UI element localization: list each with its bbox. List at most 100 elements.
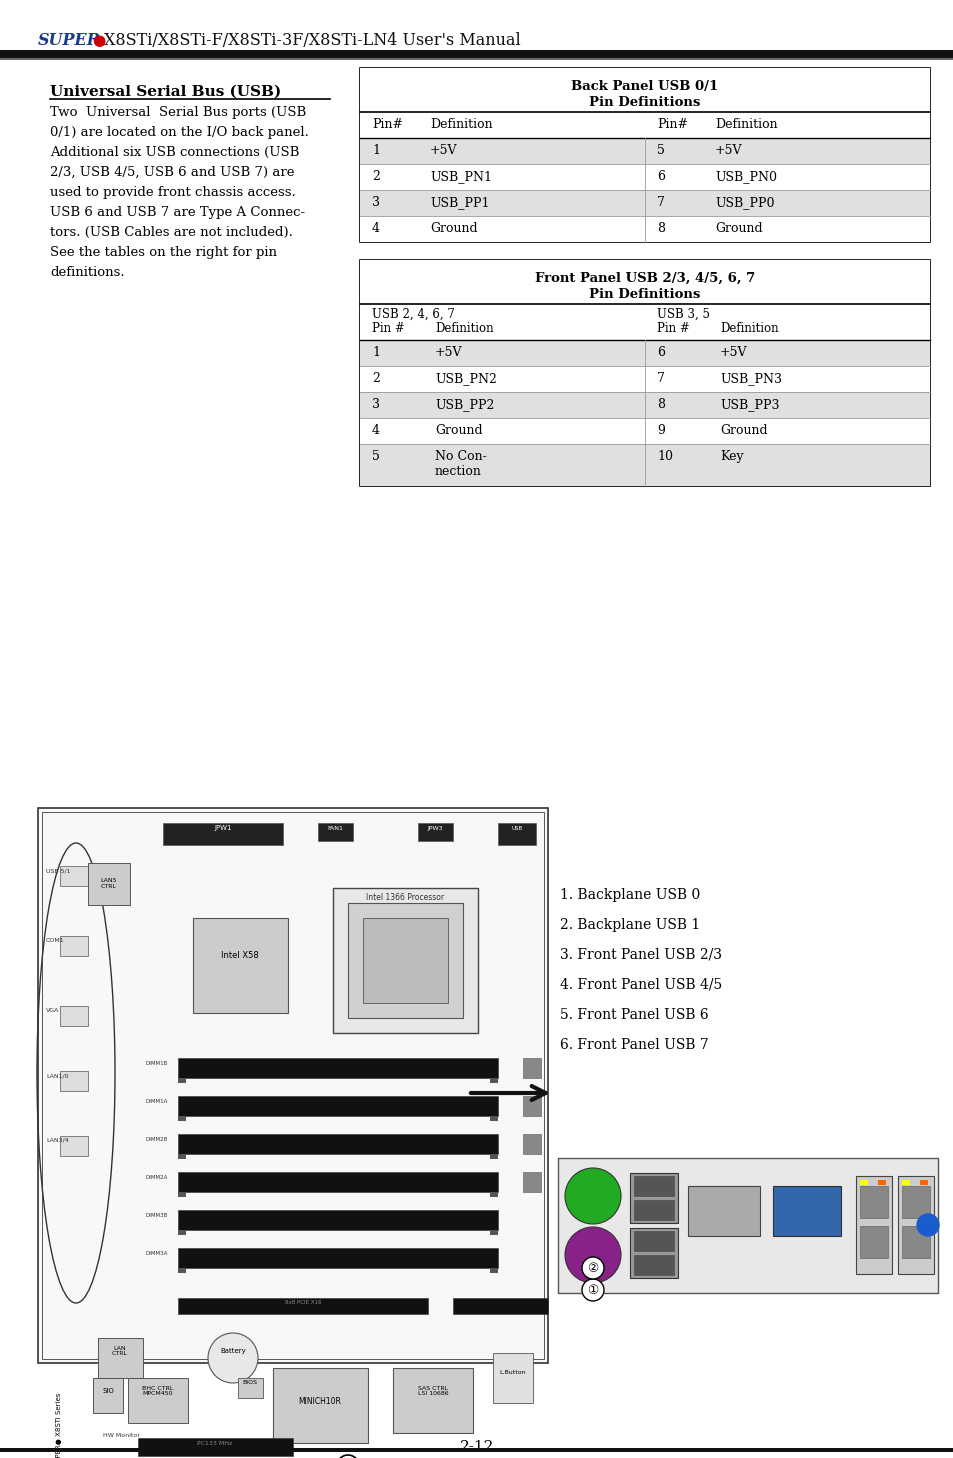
Bar [60,936,88,956]
Bar [359,418,929,445]
Text: 3: 3 [372,398,379,411]
Bar [178,1298,428,1314]
Text: 10: 10 [657,451,672,464]
Circle shape [564,1168,620,1225]
Text: 2. Backplane USB 1: 2. Backplane USB 1 [559,919,700,932]
Text: 2-12: 2-12 [459,1441,494,1454]
Text: FAN1: FAN1 [327,827,342,831]
Text: Ground: Ground [720,424,767,437]
Bar [359,69,929,112]
Bar [178,1115,186,1121]
Text: Ground: Ground [714,222,761,235]
Bar [359,392,929,418]
Text: 8: 8 [657,222,664,235]
Bar [497,822,536,846]
Bar [634,1231,673,1251]
Text: BIOS: BIOS [242,1381,257,1385]
Bar [901,1180,909,1185]
Text: DIMM2B: DIMM2B [146,1137,168,1142]
Text: USB_PP3: USB_PP3 [720,398,779,411]
Bar [859,1180,867,1185]
Text: LAN3/4: LAN3/4 [46,1139,69,1143]
Text: used to provide front chassis access.: used to provide front chassis access. [50,187,295,198]
Text: 1. Backplane USB 0: 1. Backplane USB 0 [559,888,700,903]
Text: Definition: Definition [714,118,777,131]
Text: 7: 7 [657,372,664,385]
Text: HW Monitor: HW Monitor [103,1433,140,1438]
Bar [855,1177,891,1274]
Bar [634,1255,673,1274]
Text: ●: ● [91,32,105,48]
Bar [897,1177,933,1274]
Bar [359,163,929,190]
Text: USB_PP0: USB_PP0 [714,195,774,208]
Bar [629,1228,678,1279]
Bar [128,1378,188,1423]
Bar [178,1134,497,1153]
Text: USB_PN2: USB_PN2 [435,372,497,385]
Text: 5: 5 [657,144,664,157]
Bar [359,260,929,305]
Text: 8x8 PCIE X16: 8x8 PCIE X16 [284,1301,321,1305]
Text: Ground: Ground [430,222,477,235]
Text: Pin#: Pin# [657,118,687,131]
Text: SIO: SIO [102,1388,113,1394]
Bar [629,1174,678,1223]
Text: 5. Front Panel USB 6: 5. Front Panel USB 6 [559,1007,708,1022]
Text: PC133 MHz: PC133 MHz [197,1441,233,1446]
Bar [178,1153,186,1159]
Text: BHC CTRL
MPCM450: BHC CTRL MPCM450 [142,1385,173,1397]
Text: See the tables on the right for pin: See the tables on the right for pin [50,246,276,260]
Text: USB_PN3: USB_PN3 [720,372,781,385]
Text: 1: 1 [372,144,379,157]
Bar [98,1338,143,1378]
Text: Additional six USB connections (USB: Additional six USB connections (USB [50,146,299,159]
Text: 3: 3 [372,195,379,208]
Text: No Con-
nection: No Con- nection [435,451,486,478]
Bar [772,1185,841,1236]
Bar [178,1096,497,1115]
Bar [178,1268,186,1273]
Text: USB 6 and USB 7 are Type A Connec-: USB 6 and USB 7 are Type A Connec- [50,206,305,219]
Bar [453,1298,547,1314]
Circle shape [581,1257,603,1279]
Bar [193,919,288,1013]
Text: 4. Front Panel USB 4/5: 4. Front Panel USB 4/5 [559,978,721,991]
Text: Pin#: Pin# [372,118,402,131]
Bar [490,1153,497,1159]
Bar [60,1136,88,1156]
Bar [522,1096,540,1115]
Text: Front Panel USB 2/3, 4/5, 6, 7: Front Panel USB 2/3, 4/5, 6, 7 [535,273,755,284]
Bar [359,139,929,163]
Text: X8STi/X8STi-F/X8STi-3F/X8STi-LN4 User's Manual: X8STi/X8STi-F/X8STi-3F/X8STi-LN4 User's … [104,32,520,48]
Bar [522,1059,540,1077]
Bar [490,1077,497,1083]
Bar [273,1368,368,1443]
Text: L.Button: L.Button [499,1371,526,1375]
Text: DIMM2A: DIMM2A [146,1175,168,1180]
Bar [178,1231,186,1235]
Text: USB 5/1: USB 5/1 [46,868,71,873]
Text: USB_PN1: USB_PN1 [430,171,492,184]
Text: DIMM3A: DIMM3A [146,1251,168,1255]
Text: JPW3: JPW3 [427,827,442,831]
Bar [333,888,477,1034]
Text: USB 2, 4, 6, 7: USB 2, 4, 6, 7 [372,308,455,321]
Bar [363,919,448,1003]
Text: +5V: +5V [720,346,747,359]
Text: Pin Definitions: Pin Definitions [589,96,700,109]
Bar [178,1193,186,1197]
Text: Back Panel USB 0/1: Back Panel USB 0/1 [571,80,718,93]
Bar [493,1353,533,1403]
Bar [359,260,929,486]
Bar [178,1059,497,1077]
Circle shape [336,1455,358,1458]
Circle shape [208,1333,257,1384]
Text: JPW1: JPW1 [214,825,232,831]
Text: Definition: Definition [435,322,493,335]
Text: definitions.: definitions. [50,265,125,278]
Text: ①: ① [587,1283,598,1296]
Bar [359,445,929,486]
Text: 7: 7 [657,195,664,208]
Bar [359,216,929,242]
